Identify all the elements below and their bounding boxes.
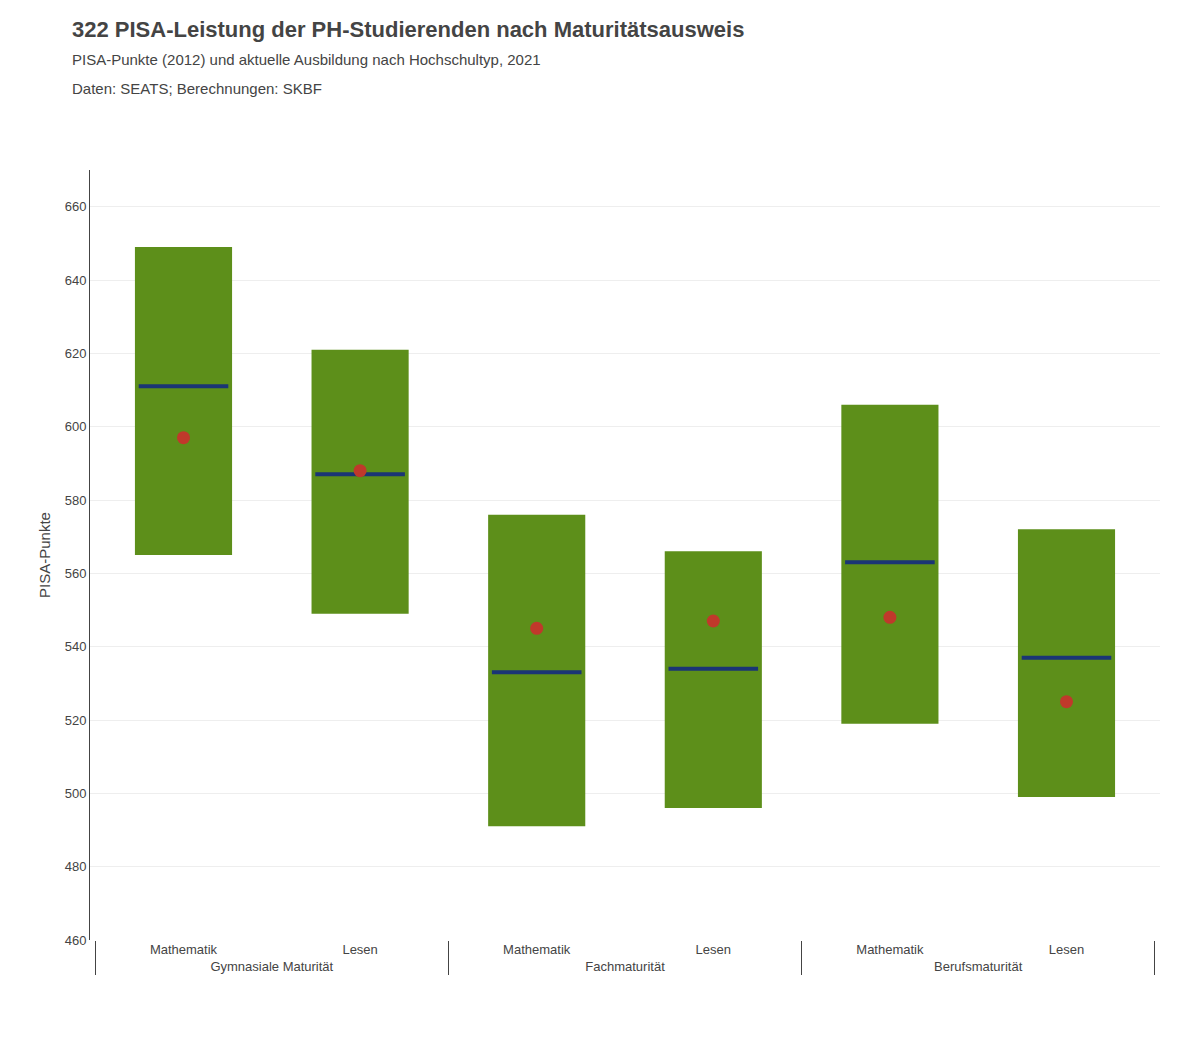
svg-text:Mathematik: Mathematik [856,942,924,957]
svg-text:Mathematik: Mathematik [503,942,571,957]
svg-text:540: 540 [65,639,87,654]
svg-text:600: 600 [65,419,87,434]
svg-text:500: 500 [65,786,87,801]
svg-text:Lesen: Lesen [1049,942,1084,957]
svg-text:322 PISA-Leistung der PH-Studi: 322 PISA-Leistung der PH-Studierenden na… [72,17,744,97]
svg-text:460: 460 [65,933,87,948]
svg-text:Fachmaturität: Fachmaturität [585,959,665,974]
svg-text:Berufsmaturität: Berufsmaturität [934,959,1023,974]
svg-text:Lesen: Lesen [696,942,731,957]
svg-text:Gymnasiale Maturität: Gymnasiale Maturität [210,959,333,974]
svg-text:Lesen: Lesen [342,942,377,957]
svg-text:PISA-Punkte: PISA-Punkte [36,512,53,598]
svg-text:640: 640 [65,273,87,288]
svg-text:620: 620 [65,346,87,361]
svg-text:660: 660 [65,199,87,214]
svg-text:480: 480 [65,859,87,874]
svg-text:560: 560 [65,566,87,581]
svg-text:580: 580 [65,493,87,508]
svg-text:520: 520 [65,713,87,728]
svg-text:Mathematik: Mathematik [150,942,218,957]
